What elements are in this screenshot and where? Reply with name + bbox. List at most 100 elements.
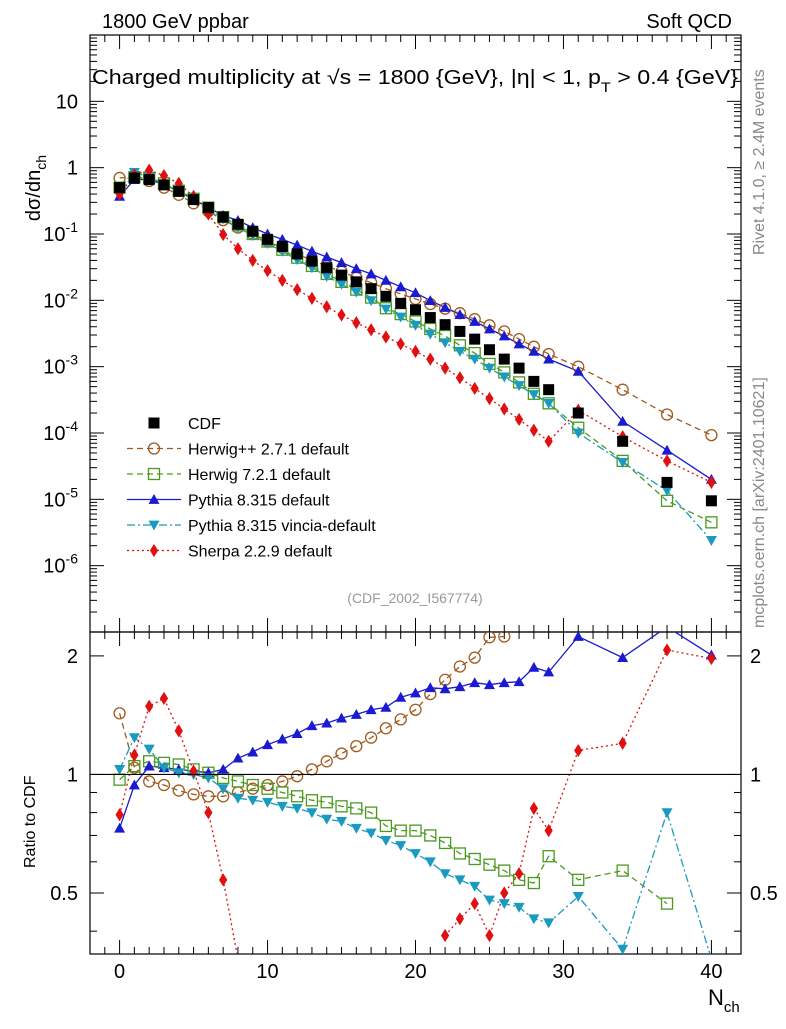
ratio-marker-1 [660, 897, 674, 910]
main-y-tick-label: 10 [56, 91, 78, 113]
ratio-marker-0 [335, 747, 348, 760]
ratio-marker-1 [453, 847, 467, 860]
data-point [528, 375, 540, 387]
ratio-y-tick-label-right: 2 [750, 646, 761, 668]
ratio-marker-3 [336, 816, 348, 827]
ratio-line-4 [444, 649, 712, 938]
ratio-marker-2 [380, 701, 392, 712]
data-point [498, 353, 510, 365]
data-point [321, 262, 333, 274]
main-marker-4 [293, 283, 302, 297]
ratio-marker-1 [572, 873, 585, 886]
ratio-marker-1 [409, 824, 422, 837]
data-point [350, 276, 362, 288]
ratio-y-tick-label-right: 0.5 [750, 883, 778, 905]
main-marker-2 [306, 245, 318, 256]
data-point [291, 248, 303, 260]
main-y-tick-label: 1 [67, 158, 78, 180]
main-marker-2 [291, 239, 303, 250]
ratio-marker-0 [187, 788, 200, 801]
ratio-marker-3 [321, 814, 333, 825]
ratio-marker-0 [379, 722, 393, 735]
ratio-marker-3 [543, 918, 555, 929]
main-marker-4 [426, 352, 435, 366]
main-y-tick-label: 10-1 [43, 219, 78, 246]
data-point [543, 384, 555, 396]
ratio-marker-3 [350, 823, 362, 834]
ratio-marker-3 [483, 895, 495, 906]
main-marker-0 [705, 428, 718, 442]
main-marker-2 [365, 268, 377, 279]
main-marker-4 [322, 300, 331, 314]
ratio-marker-3 [143, 744, 155, 755]
main-marker-2 [572, 365, 584, 376]
ratio-marker-2 [483, 679, 495, 690]
main-marker-4 [352, 316, 361, 330]
data-point [513, 362, 525, 374]
main-series-markers [113, 163, 718, 546]
ratio-marker-2 [291, 728, 303, 738]
ratio-marker-4 [219, 873, 228, 887]
data-point [336, 269, 348, 281]
ratio-marker-3 [617, 944, 629, 954]
y-axis-label-main-sub: ch [33, 155, 49, 170]
ratio-marker-0 [320, 755, 333, 768]
main-marker-4 [219, 227, 228, 242]
main-marker-2 [439, 301, 451, 312]
title-part-1: Charged multiplicity at [92, 67, 327, 89]
ratio-marker-2 [469, 677, 481, 688]
legend-marker [147, 467, 161, 481]
legend-label: CDF [188, 416, 221, 433]
main-marker-2 [661, 444, 673, 455]
main-marker-3 [454, 346, 466, 357]
main-marker-3 [572, 428, 584, 439]
main-y-tick-label-exp: -5 [66, 484, 79, 500]
ratio-marker-1 [246, 778, 259, 792]
legend: CDF Herwig++ 2.7.1 default Herwig 7.2.1 de… [127, 416, 376, 561]
main-marker-4 [337, 308, 346, 322]
main-marker-4 [514, 412, 524, 427]
legend-marker [148, 494, 160, 504]
ratio-marker-1 [335, 800, 348, 813]
y-axis-label-main-text: dσ/dn [23, 170, 45, 221]
main-marker-4 [263, 264, 272, 278]
ratio-marker-3 [114, 764, 126, 775]
ratio-marker-3 [661, 808, 673, 819]
ratio-marker-3 [202, 773, 214, 784]
ratio-marker-2 [439, 683, 451, 694]
main-y-tick-label-base: 10 [43, 290, 65, 312]
main-marker-4 [159, 168, 169, 183]
ratio-marker-3 [247, 795, 259, 806]
ratio-marker-2 [528, 661, 540, 672]
ratio-marker-1 [276, 786, 289, 799]
legend-marker [148, 520, 160, 531]
rivet-label: Rivet 4.1.0, ≥ 2.4M events [751, 69, 768, 255]
main-marker-4 [233, 242, 243, 256]
ratio-marker-3 [365, 828, 377, 839]
ratio-marker-2 [262, 739, 274, 750]
y-axis-label-main: dσ/dnch [23, 155, 49, 221]
ratio-marker-2 [350, 708, 362, 719]
ratio-marker-1 [364, 806, 378, 819]
legend-label: Pythia 8.315 vincia-default [188, 518, 376, 535]
main-marker-2 [380, 274, 392, 285]
ratio-line-2 [118, 632, 712, 829]
ratio-line-4 [118, 697, 238, 954]
data-point [661, 476, 673, 488]
ratio-marker-3 [173, 768, 185, 779]
x-axis-label-text: N [708, 985, 724, 1010]
ratio-marker-0 [157, 778, 171, 792]
main-marker-2 [336, 257, 348, 268]
data-point [705, 495, 717, 507]
ratio-marker-1 [231, 775, 245, 788]
main-marker-2 [424, 295, 436, 306]
ratio-marker-2 [276, 733, 288, 744]
title-part-5: > 0.4 {GeV} [611, 67, 739, 89]
main-marker-2 [321, 251, 333, 262]
data-point [232, 218, 244, 230]
legend-label: Sherpa 2.2.9 default [188, 544, 333, 561]
ratio-marker-0 [202, 790, 215, 803]
legend-label: Herwig++ 2.7.1 default [188, 442, 350, 459]
main-y-tick-label-exp: -1 [66, 219, 79, 235]
